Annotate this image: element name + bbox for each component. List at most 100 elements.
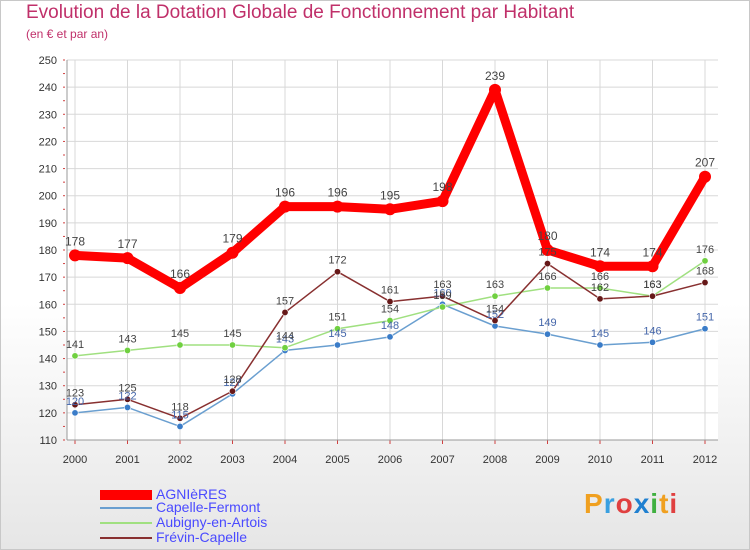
proxiti-logo: Proxiti [584,488,678,520]
data-label-2-2009: 166 [538,271,556,283]
data-label-3-2002: 118 [171,401,189,413]
legend-swatch-0 [100,490,152,500]
data-point-0-2001 [121,252,134,265]
data-label-2-2012: 176 [696,244,714,256]
data-label-3-2011: 163 [643,279,661,291]
logo-letter: i [669,488,679,519]
y-tick-label-220: 220 [39,136,57,148]
data-point-3-2004 [281,308,289,316]
data-label-1-2002: 115 [171,409,189,421]
data-labels: 120 122 115 127 143 145 148 160 152 149 145 146 151 1… [65,69,715,422]
x-tick-label-2007: 2007 [430,454,454,466]
data-point-2-2000 [71,352,79,360]
x-tick-label-2004: 2004 [273,454,297,466]
data-point-1-2006 [386,333,394,341]
data-label-2-2006: 154 [381,304,399,316]
data-label-3-2010: 162 [591,282,609,294]
data-label-3-2006: 161 [381,285,399,297]
data-point-3-2002 [176,414,184,422]
data-point-2-2006 [386,317,394,325]
data-label-1-2003: 127 [223,377,241,389]
data-label-1-2007: 160 [433,287,451,299]
legend-swatch-2 [100,522,152,524]
legend-label-0: AGNIèRES [156,486,227,502]
data-point-0-2004 [279,200,291,213]
data-label-2-2003: 145 [223,328,241,340]
data-point-0-2000 [69,249,81,262]
y-tick-label-110: 110 [39,435,57,447]
chart-subtitle: (en € et par an) [26,27,109,41]
x-tick-label-2011: 2011 [641,454,665,466]
data-label-1-2009: 149 [538,317,556,329]
data-label-0-2000: 178 [65,234,85,248]
data-point-1-2009 [543,330,551,338]
data-label-3-2005: 172 [328,255,346,267]
data-label-3-2009: 175 [538,247,556,259]
data-point-2-2002 [176,341,184,349]
axes: 110 120 130 140 150 160 170 180 190 200 210 220 230 2… [39,55,718,466]
y-tick-label-150: 150 [39,326,57,338]
data-point-1-2000 [71,409,79,417]
y-tick-label-120: 120 [39,408,57,420]
x-tick-label-2003: 2003 [220,454,244,466]
data-label-0-2011: 174 [642,245,662,259]
data-point-2-2004 [281,344,289,352]
data-label-2-2005: 151 [328,312,346,324]
data-label-1-2008: 152 [486,309,504,321]
y-tick-label-210: 210 [39,164,57,176]
data-label-1-2001: 122 [118,390,136,402]
data-label-2-2002: 145 [171,328,189,340]
x-tick-label-2000: 2000 [63,454,87,466]
data-label-0-2005: 196 [327,186,347,200]
data-point-3-2000 [71,401,79,409]
y-tick-label-250: 250 [39,55,57,67]
chart-title: Evolution de la Dotation Globale de Fonc… [26,2,575,23]
y-tick-label-160: 160 [39,299,57,311]
data-label-3-2000: 123 [66,388,84,400]
data-label-1-2006: 148 [381,320,399,332]
x-tick-label-2001: 2001 [115,454,139,466]
data-label-3-2007: 163 [433,279,451,291]
data-label-3-2012: 168 [696,266,714,278]
data-label-0-2007: 198 [432,180,452,194]
y-tick-label-180: 180 [39,245,57,257]
data-label-0-2009: 180 [537,229,557,243]
data-point-1-2010 [596,341,604,349]
grid [67,59,718,441]
data-label-0-2006: 195 [380,188,400,202]
data-point-3-2007 [438,292,446,300]
data-label-0-2003: 179 [222,232,242,246]
data-label-2-2007: 159 [433,290,451,302]
data-label-1-2012: 151 [696,312,714,324]
series-lines [69,83,711,430]
data-label-2-2010: 166 [591,271,609,283]
data-label-3-2003: 128 [223,374,241,386]
x-tick-label-2006: 2006 [378,454,402,466]
y-tick-label-230: 230 [39,109,57,121]
data-point-3-2001 [124,395,132,403]
legend-label-1: Capelle-Fermont [156,499,261,515]
data-point-2-2009 [543,284,551,292]
x-tick-label-2008: 2008 [483,454,507,466]
data-point-1-2012 [701,325,709,333]
data-point-2-2007 [438,303,446,311]
data-point-2-2003 [229,341,237,349]
y-tick-label-190: 190 [39,218,57,230]
data-point-2-2001 [124,346,132,354]
data-point-0-2002 [174,282,186,294]
legend-swatch-3 [100,537,152,539]
data-label-1-2010: 145 [591,328,609,340]
data-point-3-2010 [596,295,604,303]
data-label-2-2001: 143 [118,333,136,345]
data-label-1-2011: 146 [643,325,661,337]
x-tick-label-2005: 2005 [325,454,349,466]
data-label-0-2001: 177 [117,237,137,251]
data-point-3-2003 [229,387,237,395]
data-point-3-2008 [491,317,499,325]
y-tick-label-200: 200 [39,191,57,203]
legend-swatch-1 [100,507,152,509]
data-label-2-2008: 163 [486,279,504,291]
data-label-0-2008: 239 [485,69,505,83]
data-point-0-2011 [646,260,659,273]
